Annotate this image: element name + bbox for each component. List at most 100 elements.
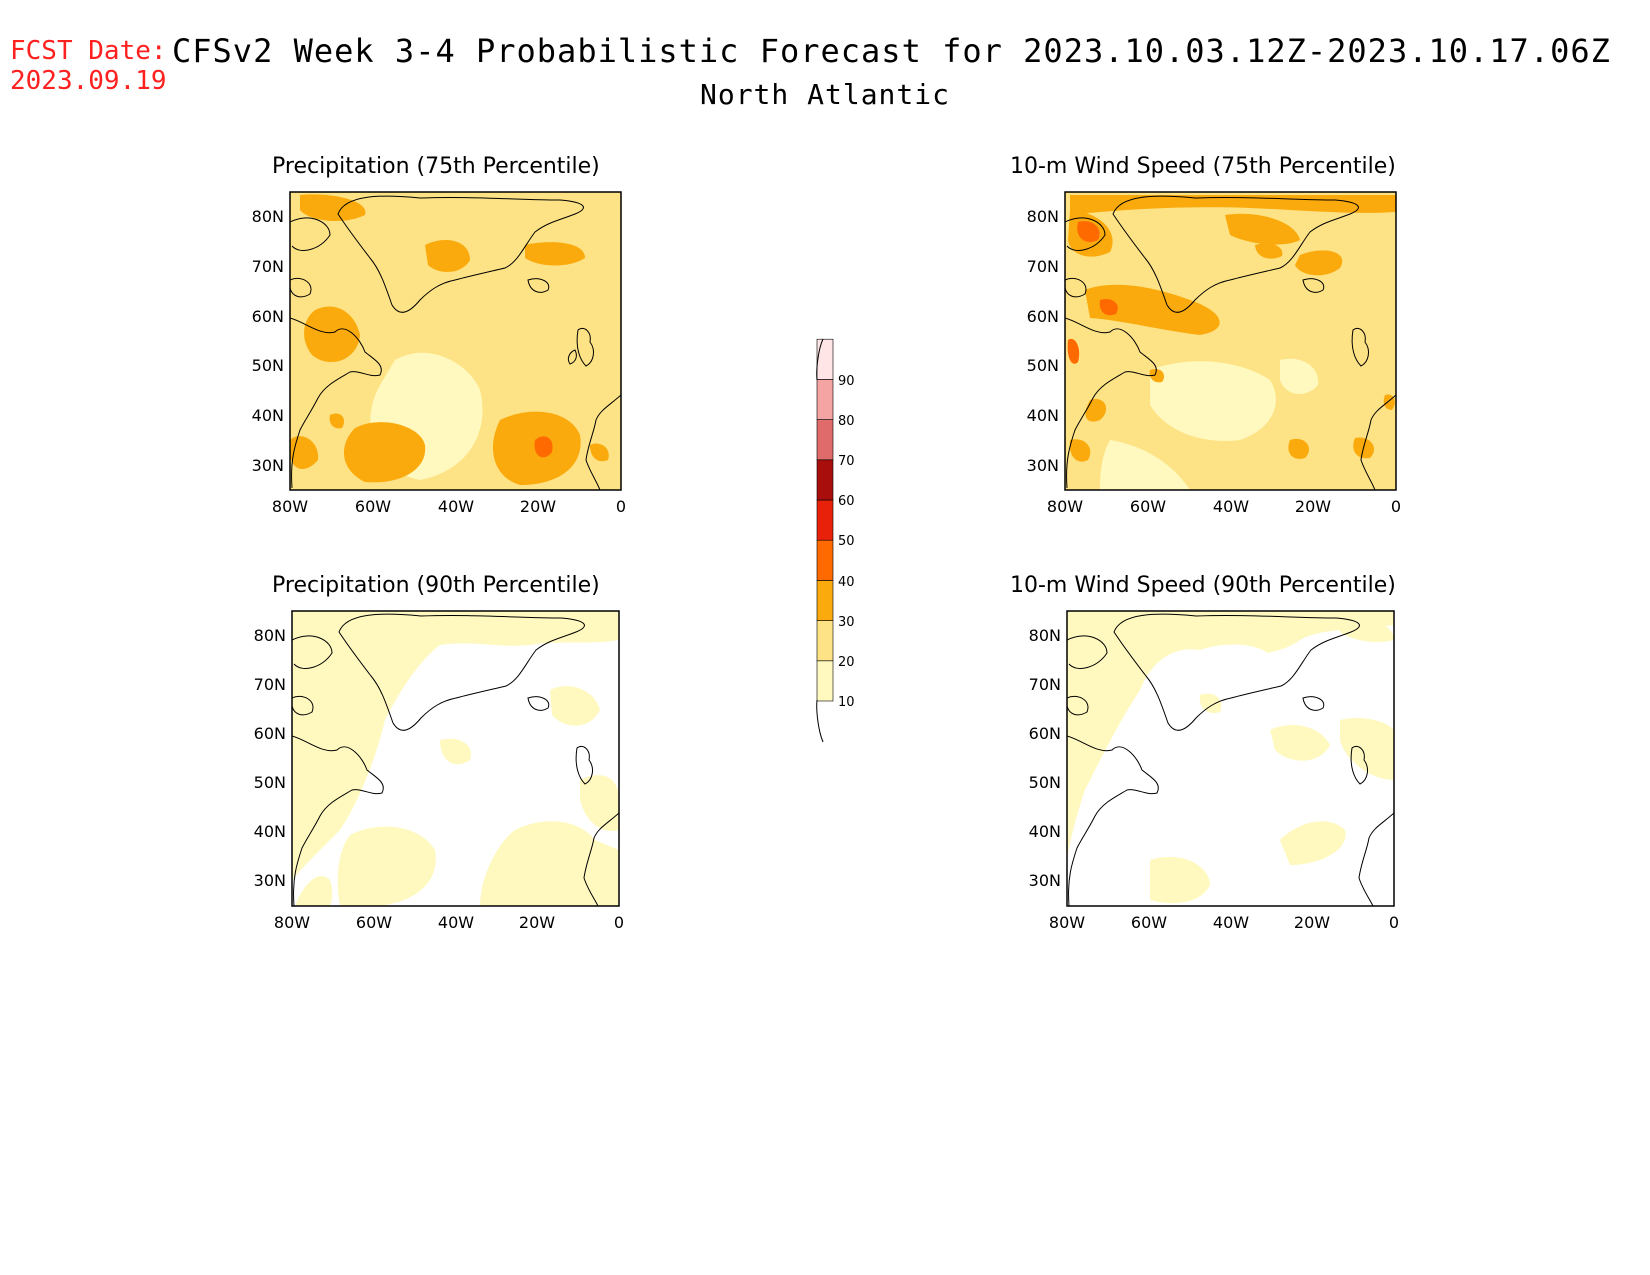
panel-title: Precipitation (90th Percentile) — [272, 573, 600, 598]
lat-axis: 80N 70N 60N 50N 40N 30N — [1027, 207, 1059, 475]
panel-title: Precipitation (75th Percentile) — [272, 154, 600, 179]
forecast-date-label: FCST Date: — [10, 36, 167, 66]
map-frame — [289, 191, 622, 491]
colorbar-label: 30 — [838, 615, 855, 630]
lat-tick-label: 70N — [1027, 257, 1059, 276]
map-frame — [1066, 610, 1395, 907]
colorbar-label: 60 — [838, 494, 855, 509]
lat-axis: 80N 70N 60N 50N 40N 30N — [252, 207, 284, 475]
lon-tick-label: 80W — [1047, 497, 1083, 516]
colorbar-swatches — [816, 338, 834, 702]
forecast-date: FCST Date: 2023.09.19 — [10, 36, 167, 96]
colorbar-label: 50 — [838, 534, 855, 549]
colorbar-label: 20 — [838, 655, 855, 670]
probability-shading — [1067, 611, 1394, 904]
lon-tick-label: 40W — [1213, 913, 1249, 932]
panel-title: 10-m Wind Speed (75th Percentile) — [1010, 154, 1396, 179]
lat-tick-label: 70N — [252, 257, 284, 276]
lat-tick-label: 60N — [254, 724, 286, 743]
lon-tick-label: 80W — [274, 913, 310, 932]
lat-tick-label: 80N — [252, 207, 284, 226]
lon-tick-label: 20W — [520, 497, 556, 516]
colorbar-swatch — [816, 338, 834, 380]
lat-tick-label: 60N — [252, 307, 284, 326]
lon-tick-label: 60W — [356, 913, 392, 932]
lon-tick-label: 20W — [519, 913, 555, 932]
figure-title: CFSv2 Week 3-4 Probabilistic Forecast fo… — [172, 32, 1611, 70]
colorbar-label: 40 — [838, 575, 855, 590]
lat-tick-label: 40N — [1027, 406, 1059, 425]
lat-tick-label: 50N — [254, 773, 286, 792]
lon-axis: 80W 60W 40W 20W 0 — [272, 497, 626, 516]
lat-axis: 80N 70N 60N 50N 40N 30N — [254, 626, 286, 890]
lat-tick-label: 70N — [254, 675, 286, 694]
lon-tick-label: 40W — [1213, 497, 1249, 516]
colorbar-label: 90 — [838, 374, 855, 389]
coastlines — [1065, 195, 1396, 490]
lon-tick-label: 40W — [438, 497, 474, 516]
lon-tick-label: 20W — [1295, 497, 1331, 516]
panel-wind-90: 10-m Wind Speed (90th Percentile) 80N 70… — [1010, 573, 1399, 932]
lon-tick-label: 0 — [1391, 497, 1401, 516]
colorbar-swatch — [816, 379, 834, 420]
lon-axis: 80W 60W 40W 20W 0 — [1049, 913, 1399, 932]
figure-subtitle: North Atlantic — [699, 78, 950, 111]
map-frame — [1064, 191, 1397, 491]
lon-tick-label: 60W — [1130, 497, 1166, 516]
lon-tick-label: 80W — [1049, 913, 1085, 932]
coastlines — [292, 613, 619, 906]
probability-shading — [292, 611, 619, 906]
lon-tick-label: 0 — [616, 497, 626, 516]
colorbar-labels: 10 20 30 40 50 60 70 80 90 — [838, 374, 855, 710]
lat-tick-label: 50N — [252, 356, 284, 375]
coastlines — [290, 195, 621, 490]
lon-tick-label: 80W — [272, 497, 308, 516]
lon-axis: 80W 60W 40W 20W 0 — [274, 913, 624, 932]
colorbar-label: 70 — [838, 454, 855, 469]
colorbar-swatch — [816, 620, 834, 662]
map-frame — [291, 610, 620, 907]
colorbar-swatch — [816, 459, 834, 501]
lat-axis: 80N 70N 60N 50N 40N 30N — [1029, 626, 1061, 890]
colorbar: 10 20 30 40 50 60 70 80 90 — [816, 338, 855, 743]
lon-tick-label: 20W — [1294, 913, 1330, 932]
colorbar-end-arrows — [816, 338, 824, 743]
lon-tick-label: 60W — [1131, 913, 1167, 932]
forecast-date-value: 2023.09.19 — [10, 66, 167, 96]
lon-tick-label: 60W — [355, 497, 391, 516]
lat-tick-label: 40N — [254, 822, 286, 841]
panel-wind-75: 10-m Wind Speed (75th Percentile) — [1010, 154, 1401, 516]
probability-shading — [1067, 195, 1396, 490]
lat-tick-label: 40N — [252, 406, 284, 425]
lon-tick-label: 40W — [438, 913, 474, 932]
lat-tick-label: 30N — [1029, 871, 1061, 890]
colorbar-label: 10 — [838, 695, 855, 710]
lat-tick-label: 60N — [1027, 307, 1059, 326]
colorbar-swatch — [816, 419, 834, 461]
panel-precip-90: Precipitation (90th Percentile) 80N 70N … — [254, 573, 624, 932]
lat-tick-label: 30N — [252, 456, 284, 475]
lat-tick-label: 60N — [1029, 724, 1061, 743]
lon-tick-label: 0 — [614, 913, 624, 932]
probability-shading — [290, 194, 609, 485]
lat-tick-label: 80N — [1029, 626, 1061, 645]
lat-tick-label: 80N — [254, 626, 286, 645]
coastlines — [1067, 613, 1394, 906]
panel-title: 10-m Wind Speed (90th Percentile) — [1010, 573, 1396, 598]
colorbar-swatch — [816, 499, 834, 541]
lon-tick-label: 0 — [1389, 913, 1399, 932]
lat-tick-label: 30N — [254, 871, 286, 890]
lat-tick-label: 40N — [1029, 822, 1061, 841]
colorbar-swatch — [816, 580, 834, 621]
lat-tick-label: 70N — [1029, 675, 1061, 694]
lat-tick-label: 50N — [1029, 773, 1061, 792]
panel-precip-75: Precipitation (75th Percentile) — [252, 154, 626, 516]
lon-axis: 80W 60W 40W 20W 0 — [1047, 497, 1401, 516]
colorbar-swatch — [816, 539, 834, 581]
lat-tick-label: 80N — [1027, 207, 1059, 226]
lat-tick-label: 50N — [1027, 356, 1059, 375]
lat-tick-label: 30N — [1027, 456, 1059, 475]
colorbar-label: 80 — [838, 414, 855, 429]
colorbar-swatch — [816, 660, 834, 702]
